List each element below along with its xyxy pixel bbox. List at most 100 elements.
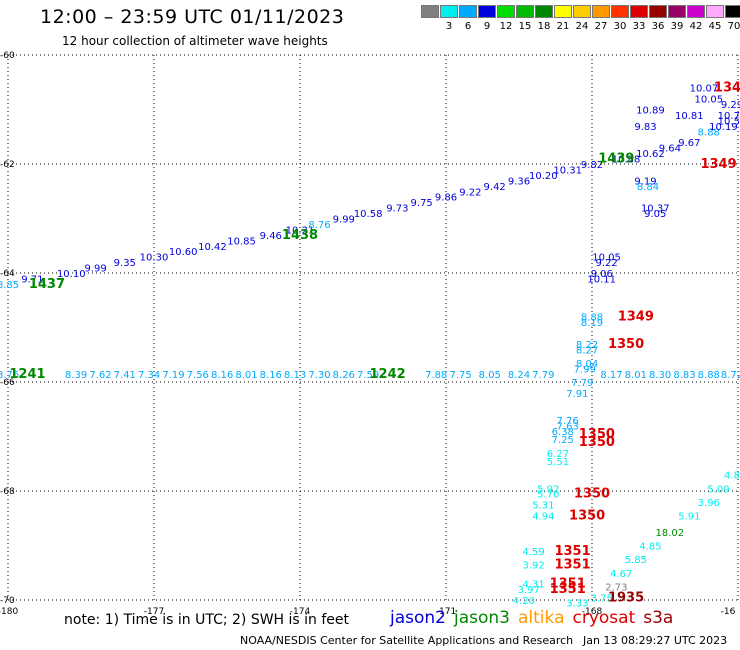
legend-swatch-label: 24 (575, 21, 589, 32)
legend-swatch (573, 5, 591, 18)
wave-height-value: 8.72 (721, 370, 740, 381)
wave-height-value: 5.51 (547, 457, 569, 468)
pass-time-label: 1439 (598, 152, 634, 167)
legend-swatch-label: 33 (632, 21, 646, 32)
wave-height-value: 8.30 (649, 370, 671, 381)
satellite-name: cryosat (572, 608, 636, 628)
pass-time-label: 1935 (608, 590, 644, 605)
wave-height-value: 9.99 (333, 215, 355, 226)
wave-height-value: 9.05 (644, 209, 666, 220)
wave-height-value: 9.36 (508, 176, 530, 187)
wave-height-value: 7.79 (532, 370, 554, 381)
pass-time-label: 1350 (579, 427, 615, 442)
legend-swatch-label: 15 (518, 21, 532, 32)
wave-height-value: 8.19 (581, 318, 603, 329)
pass-time-label: 1350 (608, 337, 644, 352)
legend-swatch-label: 45 (708, 21, 722, 32)
wave-height-value: 9.67 (678, 138, 700, 149)
wave-height-value: 3.97 (518, 585, 540, 596)
wave-height-value: 3.75 (591, 593, 613, 604)
wave-height-value: 8.24 (508, 370, 530, 381)
wave-height-value: 10.05 (694, 95, 723, 106)
pass-time-label: 1351 (554, 558, 590, 573)
wave-height-value: 10.30 (140, 253, 169, 264)
wave-height-value: 7.25 (552, 435, 574, 446)
wave-height-value: 8.04 (576, 359, 598, 370)
wave-height-value: 9.75 (411, 198, 433, 209)
pass-time-label: 1437 (29, 277, 65, 292)
wave-height-value: 6.38 (552, 427, 574, 438)
wave-height-value: 10.56 (718, 116, 740, 127)
wave-height-value: 2.73 (605, 582, 627, 593)
legend-swatch (497, 5, 515, 18)
wave-height-value: 8.88 (698, 370, 720, 381)
wave-height-value: 10.07 (690, 84, 719, 95)
legend-swatch-label: 39 (670, 21, 684, 32)
legend-swatch (611, 5, 629, 18)
wave-height-value: 10.20 (529, 171, 558, 182)
legend-swatch (592, 5, 610, 18)
wave-height-value: 10.11 (587, 274, 616, 285)
legend-swatch-label: 42 (689, 21, 703, 32)
wave-height-value: 8.85 (0, 280, 19, 291)
wave-height-value: 10.88 (612, 155, 641, 166)
wave-height-value: 10.89 (636, 106, 665, 117)
latitude-tick-label: -62 (0, 160, 15, 170)
credit-line: NOAA/NESDIS Center for Satellite Applica… (240, 634, 574, 647)
pass-time-label: 1350 (569, 509, 605, 524)
legend-swatch (440, 5, 458, 18)
wave-height-value: 4.31 (522, 580, 544, 591)
pass-time-label: 1349 (700, 157, 736, 172)
wave-height-value: 9.42 (484, 182, 506, 193)
legend-swatch-label: 3 (445, 21, 453, 32)
wave-height-value: 9.35 (114, 258, 136, 269)
wave-height-value: 7.56 (187, 370, 209, 381)
legend-swatch (535, 5, 553, 18)
legend-swatch (459, 5, 477, 18)
wave-height-value: 7.19 (162, 370, 184, 381)
wave-height-value: 8.27 (576, 345, 598, 356)
legend-swatch (725, 5, 740, 18)
wave-height-value: 3.92 (522, 561, 544, 572)
chart-title: 12:00 – 23:59 UTC 01/11/2023 (40, 6, 345, 28)
wave-height-value: 8.88 (698, 127, 720, 138)
wave-height-value: 3.96 (698, 498, 720, 509)
wave-height-value: 7.34 (138, 370, 160, 381)
wave-height-value: 4.94 (532, 512, 554, 523)
wave-height-value: 9.46 (260, 231, 282, 242)
wave-height-value: 18.02 (656, 528, 685, 539)
wave-height-value: 8.01 (235, 370, 257, 381)
chart-subtitle: 12 hour collection of altimeter wave hei… (62, 34, 328, 48)
wave-height-value: 7.88 (425, 370, 447, 381)
wave-height-value: 8.76 (308, 220, 330, 231)
legend-swatch-label: 6 (464, 21, 472, 32)
legend-swatch (516, 5, 534, 18)
wave-height-value: 7.76 (557, 416, 579, 427)
latitude-tick-label: -70 (0, 596, 15, 606)
wave-height-value: 10.05 (592, 253, 621, 264)
wave-height-value: 7.91 (566, 389, 588, 400)
wave-height-value: 7.99 (574, 364, 596, 375)
wave-height-value: 8.26 (333, 370, 355, 381)
pass-time-label: 1351 (554, 544, 590, 559)
pass-time-label: 1350 (574, 487, 610, 502)
latitude-tick-label: -68 (0, 487, 15, 497)
wave-height-value: 5.85 (625, 555, 647, 566)
satellite-name: jason2 (390, 608, 446, 628)
legend-swatch-label: 30 (613, 21, 627, 32)
wave-height-value: 8.22 (576, 340, 598, 351)
wave-height-value: 10.42 (198, 242, 227, 253)
legend-swatch (687, 5, 705, 18)
wave-height-value: 5.09 (707, 484, 729, 495)
wave-height-value: 10.58 (354, 209, 383, 220)
wave-height-labels: 8.85 9.71 10.109.99 9.35 10.30 10.60 10.42 10.8… (0, 81, 740, 610)
wave-height-value: 10.37 (641, 204, 670, 215)
wave-height-value: 4.20 (513, 596, 535, 607)
legend-swatch (668, 5, 686, 18)
wave-height-value: 7.30 (308, 370, 330, 381)
wave-height-value: 9.73 (386, 204, 408, 215)
legend-swatch (554, 5, 572, 18)
wave-height-value: 7.75 (449, 370, 471, 381)
wave-height-value: 10.19 (709, 122, 738, 133)
